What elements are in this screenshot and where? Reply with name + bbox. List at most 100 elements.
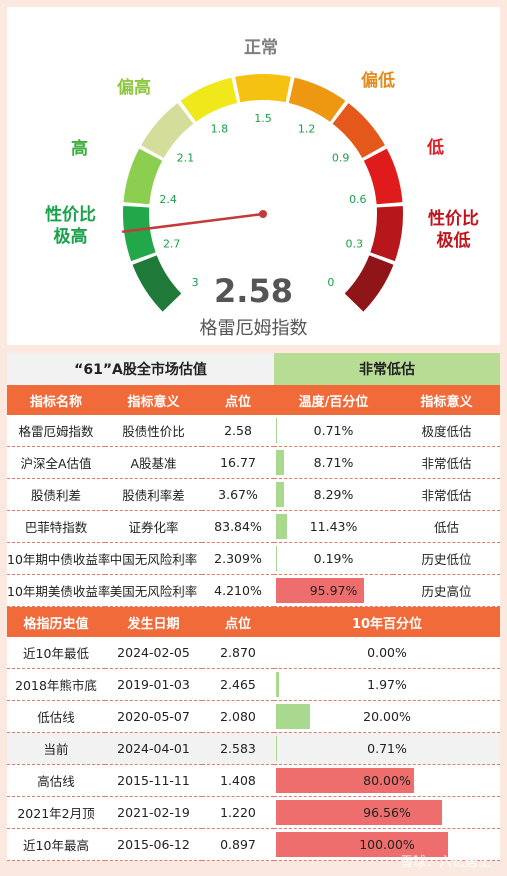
history-date: 2019-01-03 <box>105 668 202 701</box>
gauge-chart: 3 2.7 2.4 2.1 1.8 1.5 1.2 0.9 0.6 0.3 0 <box>121 73 404 312</box>
col-header-point: 点位 <box>202 607 274 637</box>
indicator-percentile: 95.97% <box>274 574 394 607</box>
history-name: 2018年熊市底 <box>7 668 105 701</box>
history-date-text: 2015-11-11 <box>117 773 190 788</box>
indicator-point: 2.309% <box>202 542 275 575</box>
indicator-point-text: 16.77 <box>220 455 256 470</box>
history-name-text: 近10年最高 <box>23 838 89 853</box>
indicator-level-text: 非常低估 <box>421 456 472 471</box>
gauge-segment <box>363 148 403 205</box>
history-percentile: 0.71% <box>274 732 500 765</box>
table-row: 10年期美债收益率 美国无风险利率 4.210% 95.97% 历史高位 <box>7 574 501 607</box>
history-percentile: 1.97% <box>274 668 500 701</box>
table-row: 低估线 2020-05-07 2.080 20.00% <box>7 700 500 733</box>
gauge-segment <box>344 255 394 312</box>
indicator-percentile: 8.71% <box>274 446 394 479</box>
indicator-point: 16.77 <box>202 446 275 479</box>
section1-title-row: “61”A股全市场估值 非常低估 <box>7 353 501 385</box>
gauge-segment <box>123 148 163 205</box>
history-percentile: 96.56% <box>274 796 500 829</box>
gauge-tick-label: 1.2 <box>298 122 316 135</box>
indicator-level-text: 非常低估 <box>421 488 472 503</box>
gauge-tick-label: 2.1 <box>177 152 195 165</box>
history-date-text: 2021-02-19 <box>117 805 190 820</box>
history-table: 格指历史值 发生日期 点位 10年百分位 近10年最低 2024-02-05 2.8… <box>7 607 500 861</box>
history-point: 2.080 <box>202 700 274 733</box>
indicator-percentile-text: 8.29% <box>313 487 354 502</box>
history-percentile-text: 100.00% <box>359 837 415 852</box>
indicator-level: 历史高位 <box>393 574 501 607</box>
history-percentile-text: 0.00% <box>367 645 407 660</box>
watermark: 雪球：六亿居士 <box>399 855 491 870</box>
percentile-bar <box>276 736 278 761</box>
history-date-text: 2015-06-12 <box>117 837 190 852</box>
history-name: 近10年最高 <box>7 828 105 861</box>
gauge-needle-hub <box>259 210 267 218</box>
table-row: 股债利差 股债利率差 3.67% 8.29% 非常低估 <box>7 478 501 511</box>
gauge-tick-label: 0.3 <box>346 238 364 251</box>
history-name-text: 高估线 <box>37 774 75 789</box>
history-percentile: 20.00% <box>274 700 500 733</box>
valuation-table: “61”A股全市场估值 非常低估 指标名称 指标意义 点位 温度/百分位 指标意… <box>7 353 501 607</box>
indicator-meaning: A股基准 <box>105 446 202 479</box>
col-header-history: 格指历史值 <box>7 607 105 637</box>
percentile-bar <box>276 578 365 603</box>
zone-label-normal: 正常 <box>244 38 278 58</box>
zone-label-value-very-high: 性价比 极高 <box>45 205 96 247</box>
zone-label-low-ish: 偏低 <box>361 71 395 91</box>
indicator-point: 2.58 <box>202 415 275 447</box>
history-name-text: 当前 <box>43 742 69 757</box>
history-point-text: 2.080 <box>220 709 256 724</box>
history-point-text: 2.583 <box>220 741 256 756</box>
history-point-text: 1.408 <box>220 773 256 788</box>
table-row: 2018年熊市底 2019-01-03 2.465 1.97% <box>7 668 500 701</box>
history-date-text: 2020-05-07 <box>117 709 190 724</box>
indicator-point-text: 83.84% <box>214 519 262 534</box>
gauge-tick-label: 1.8 <box>211 122 229 135</box>
gauge-value: 2.58 <box>214 272 293 310</box>
indicator-meaning-text: 股债性价比 <box>122 424 185 439</box>
table-row: 2021年2月顶 2021-02-19 1.220 96.56% <box>7 796 500 829</box>
history-point: 2.583 <box>202 732 274 765</box>
percentile-bar <box>276 672 280 697</box>
table-row: 巴菲特指数 证券化率 83.84% 11.43% 低估 <box>7 510 501 543</box>
indicator-name: 格雷厄姆指数 <box>7 415 105 447</box>
indicator-percentile: 8.29% <box>274 478 394 511</box>
indicator-meaning-text: 中国无风险利率 <box>109 552 198 567</box>
indicator-point-text: 4.210% <box>214 583 262 598</box>
col-header-date: 发生日期 <box>105 607 202 637</box>
indicator-point-text: 2.58 <box>224 423 252 438</box>
section1-verdict-badge: 非常低估 <box>274 353 501 385</box>
indicator-percentile-text: 0.19% <box>313 551 354 566</box>
indicator-percentile: 0.71% <box>274 415 394 447</box>
indicator-level: 低估 <box>393 510 501 543</box>
indicator-percentile-text: 95.97% <box>309 583 358 598</box>
col-header-percentile: 温度/百分位 <box>274 385 394 415</box>
indicator-point: 4.210% <box>202 574 275 607</box>
gauge-tick-label: 0 <box>327 276 334 289</box>
gauge-tick-label: 2.4 <box>159 193 177 206</box>
table-row: 10年期中债收益率 中国无风险利率 2.309% 0.19% 历史低位 <box>7 542 501 575</box>
zone-label-value-very-low: 性价比 极低 <box>428 209 479 251</box>
history-point: 2.465 <box>202 668 274 701</box>
history-name-text: 2021年2月顶 <box>17 806 95 821</box>
history-name-text: 2018年熊市底 <box>15 678 97 693</box>
history-name-text: 近10年最低 <box>23 646 89 661</box>
history-point-text: 0.897 <box>220 837 256 852</box>
history-date: 2015-06-12 <box>105 828 202 861</box>
percentile-bar <box>276 704 311 729</box>
indicator-meaning-text: 美国无风险利率 <box>109 584 198 599</box>
history-name-text: 低估线 <box>37 710 75 725</box>
indicator-meaning-text: 证券化率 <box>128 520 179 535</box>
indicator-name-text: 10年期中债收益率 <box>7 552 111 567</box>
indicator-meaning: 股债性价比 <box>105 415 202 447</box>
col-header-meaning: 指标意义 <box>105 385 202 415</box>
indicator-level: 极度低估 <box>393 415 501 447</box>
table-row: 格雷厄姆指数 股债性价比 2.58 0.71% 极度低估 <box>7 415 501 447</box>
indicator-point: 83.84% <box>202 510 275 543</box>
indicator-name-text: 10年期美债收益率 <box>7 584 111 599</box>
history-percentile: 0.00% <box>274 637 500 669</box>
indicator-level: 非常低估 <box>393 446 501 479</box>
history-point: 1.408 <box>202 764 274 797</box>
gauge-segment <box>332 103 385 158</box>
